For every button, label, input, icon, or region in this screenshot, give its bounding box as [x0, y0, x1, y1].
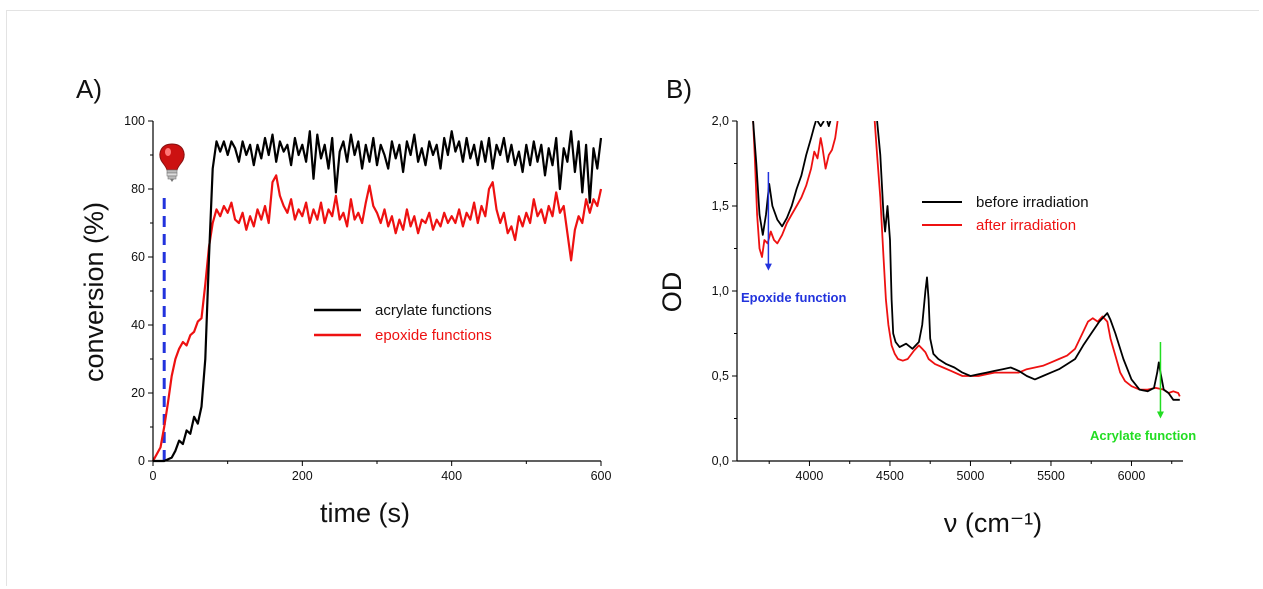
- panel-a-series-epoxide-line: [152, 174, 603, 462]
- panel-a: A) 0 200 400 600 0 20 40 60 80 100 time (s) conve…: [76, 74, 611, 528]
- panel-a-x-tick-label: 600: [591, 469, 612, 483]
- panel-a-y-tick-label: 80: [131, 182, 145, 196]
- panel-a-x-axis-title: time (s): [320, 498, 410, 528]
- panel-b-y-tick-label: 0,5: [712, 369, 729, 383]
- panel-a-y-tick-label: 20: [131, 386, 145, 400]
- panel-a-y-tick-label: 60: [131, 250, 145, 264]
- panel-b-y-axis-title: OD: [657, 272, 687, 313]
- panel-b-series-after-line: [873, 121, 1181, 397]
- panel-a-x-tick-label: 400: [441, 469, 462, 483]
- legend-label-after: after irradiation: [976, 217, 1076, 234]
- panel-b-x-tick-label: 6000: [1118, 469, 1146, 483]
- panel-a-series-acrylate-line: [153, 130, 603, 463]
- panel-b-x-tick-label: 4000: [796, 469, 824, 483]
- panel-b-legend: before irradiation after irradiation: [922, 194, 1089, 234]
- panel-b-series-before-line: [816, 121, 825, 127]
- panel-b-label: B): [666, 74, 692, 104]
- panel-b-x-tick-label: 5500: [1037, 469, 1065, 483]
- panel-b-x-axis-title: ν (cm⁻¹): [944, 508, 1042, 538]
- legend-label-epoxide: epoxide functions: [375, 327, 492, 344]
- panel-b-x-tick-label: 4500: [876, 469, 904, 483]
- annotation-arrowhead-acrylate: [1156, 411, 1164, 419]
- legend-label-before: before irradiation: [976, 194, 1089, 211]
- panel-b: B) 4000 4500 5000 5500 6000 0,0 0,5 1,0 1,5 2,0 ν…: [657, 74, 1196, 538]
- panel-b-series-before-line: [752, 121, 817, 236]
- panel-a-y-tick-label: 100: [124, 114, 145, 128]
- light-bulb-icon: [159, 143, 185, 182]
- panel-b-y-tick-label: 0,0: [712, 454, 729, 468]
- panel-a-legend: acrylate functions epoxide functions: [314, 302, 492, 344]
- annotation-epoxide-function: Epoxide function: [741, 290, 847, 305]
- panel-a-y-axis-title: conversion (%): [79, 202, 109, 382]
- panel-a-y-tick-label: 40: [131, 318, 145, 332]
- panel-a-label: A): [76, 74, 102, 104]
- panel-b-x-tick-label: 5000: [957, 469, 985, 483]
- panel-b-y-tick-label: 1,5: [712, 199, 729, 213]
- annotation-arrowhead-epoxide: [764, 263, 772, 271]
- panel-b-series-after-line: [752, 121, 839, 258]
- panel-a-x-tick-label: 200: [292, 469, 313, 483]
- panel-a-y-tick-label: 0: [138, 454, 145, 468]
- panel-b-y-tick-label: 1,0: [712, 284, 729, 298]
- legend-label-acrylate: acrylate functions: [375, 302, 492, 319]
- panel-b-y-tick-label: 2,0: [712, 114, 729, 128]
- annotation-acrylate-function: Acrylate function: [1090, 428, 1196, 443]
- figure-frame: [6, 10, 1259, 586]
- panel-a-x-tick-label: 0: [150, 469, 157, 483]
- panel-b-series-before-line: [876, 121, 1180, 401]
- panel-b-series-before-line: [826, 121, 832, 127]
